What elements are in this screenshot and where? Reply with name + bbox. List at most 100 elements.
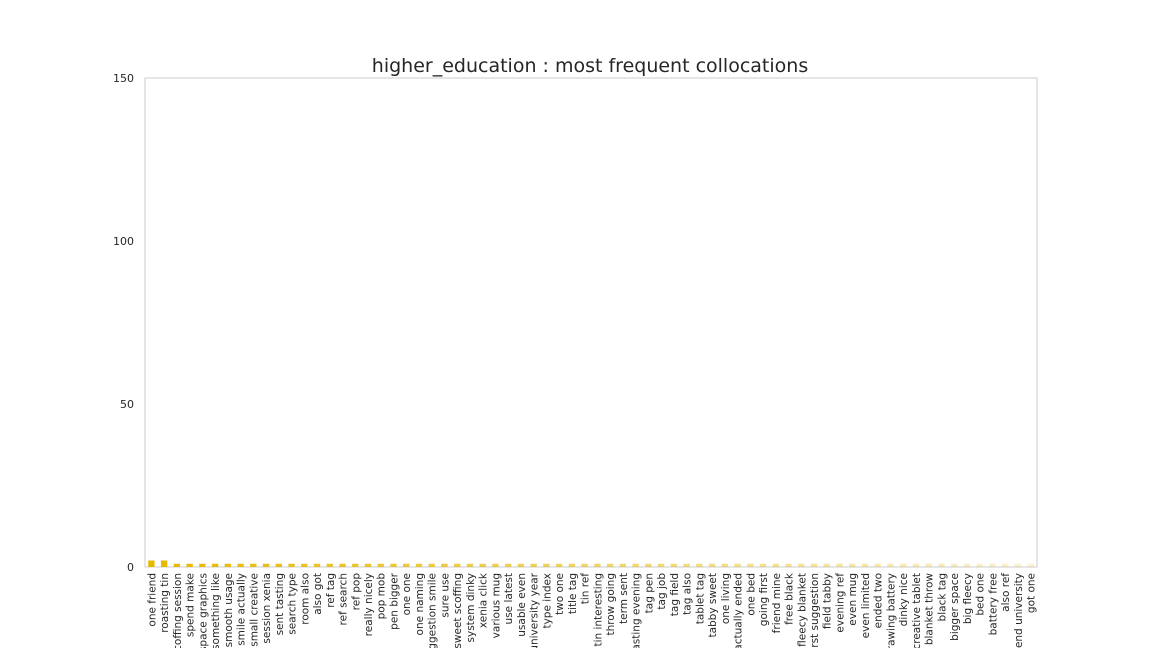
bar <box>721 563 728 567</box>
bar <box>734 563 741 567</box>
bar <box>810 563 818 567</box>
x-tick-label: room also <box>299 573 311 625</box>
x-tick-label: tin ref <box>580 573 592 605</box>
bar <box>708 563 716 567</box>
x-tick-label: small creative <box>248 573 260 647</box>
x-tick-label: tag pen <box>643 573 655 613</box>
y-tick-label: 100 <box>113 235 134 248</box>
x-tick-label: university year <box>529 572 541 648</box>
x-tick-label: ended two <box>873 573 885 628</box>
x-tick-label: xenia click <box>478 572 490 628</box>
y-axis: 0 50 100 150 <box>113 72 134 574</box>
x-tick-label: pen bigger <box>388 572 400 629</box>
bar <box>543 563 550 567</box>
x-tick-label: first suggestion <box>809 573 821 648</box>
bar <box>645 563 652 567</box>
x-tick-label: actually ended <box>733 573 745 648</box>
bar <box>861 563 869 567</box>
x-tick-label: battery free <box>987 573 999 635</box>
x-tick-label: dinky nice <box>898 573 910 626</box>
bar <box>912 563 920 567</box>
bar <box>1001 563 1009 567</box>
bar <box>887 563 894 567</box>
bar <box>657 563 665 567</box>
bar <box>772 563 779 567</box>
bar <box>492 563 499 567</box>
bar <box>339 563 346 567</box>
bar <box>364 563 372 567</box>
x-tick-label: friend university <box>1013 573 1025 648</box>
bar <box>288 563 295 567</box>
x-tick-label: usable even <box>516 573 528 637</box>
x-tick-label: use latest <box>503 573 515 624</box>
x-tick-label: tag field <box>669 573 681 616</box>
x-tick-label: field tabby <box>822 573 834 629</box>
x-tick-label: search type <box>287 573 299 635</box>
x-tick-label: roasting tin <box>159 573 171 633</box>
x-tick-label: one living <box>720 573 732 624</box>
bar <box>849 563 856 567</box>
x-tick-label: one naming <box>414 573 426 635</box>
bar <box>530 563 537 567</box>
x-tick-label: also got <box>312 573 324 615</box>
x-tick-label: sent tasting <box>274 573 286 635</box>
x-tick-label: ref tag <box>325 573 337 608</box>
bar <box>517 563 525 567</box>
bar <box>581 563 588 567</box>
bar <box>160 560 168 567</box>
x-tick-label: one friend <box>146 573 158 627</box>
x-tick-label: spend make <box>185 573 197 637</box>
bar <box>390 563 397 567</box>
x-tick-label: suggestion smile <box>427 573 439 648</box>
bar <box>224 563 232 567</box>
bar <box>606 563 614 567</box>
bar <box>594 563 601 567</box>
bar <box>632 563 639 567</box>
bar <box>1014 563 1022 567</box>
bar <box>250 563 257 567</box>
y-tick-label: 50 <box>120 398 134 411</box>
x-tick-label: even mug <box>847 573 859 626</box>
x-tick-label: throw going <box>605 573 617 636</box>
x-tick-label: ref pop <box>350 573 362 611</box>
x-tick-label: title tag <box>567 573 579 614</box>
x-tick-label: one one <box>401 573 413 615</box>
bar <box>454 563 461 567</box>
bar <box>619 563 627 567</box>
bar <box>377 563 384 567</box>
x-tick-label: two one <box>554 573 566 615</box>
x-tick-label: term sent <box>618 573 630 624</box>
bar <box>555 563 563 567</box>
bar <box>976 563 983 567</box>
bar <box>900 563 907 567</box>
x-tick-label: smile actually <box>236 573 248 646</box>
bar <box>275 563 282 567</box>
bar <box>1027 563 1034 567</box>
bar <box>925 563 932 567</box>
bar <box>938 563 945 567</box>
x-tick-label: scoffing session <box>172 573 184 648</box>
x-tick-label: bigger space <box>949 573 961 641</box>
bars <box>148 560 1034 567</box>
x-tick-label: got one <box>1026 573 1038 613</box>
bar <box>963 563 971 567</box>
x-tick-label: tag also <box>682 573 694 615</box>
x-tick-label: smooth usage <box>223 573 235 647</box>
x-tick-label: tablet tag <box>694 573 706 624</box>
bar <box>683 563 690 567</box>
bar <box>441 563 448 567</box>
x-tick-label: tabby sweet <box>707 573 719 638</box>
bar <box>148 560 155 567</box>
bar <box>173 563 181 567</box>
bar <box>670 563 678 567</box>
plot-area-frame <box>144 77 1038 568</box>
x-tick-label: various mug <box>490 573 502 638</box>
bar <box>989 563 996 567</box>
x-tick-label: bed one <box>975 573 987 616</box>
x-tick-label: system dinky <box>465 573 477 642</box>
x-tick-label: sure use <box>439 573 451 618</box>
bar <box>186 563 193 567</box>
x-tick-label: ref search <box>338 573 350 625</box>
x-tick-label: sweet scoffing <box>452 573 464 648</box>
